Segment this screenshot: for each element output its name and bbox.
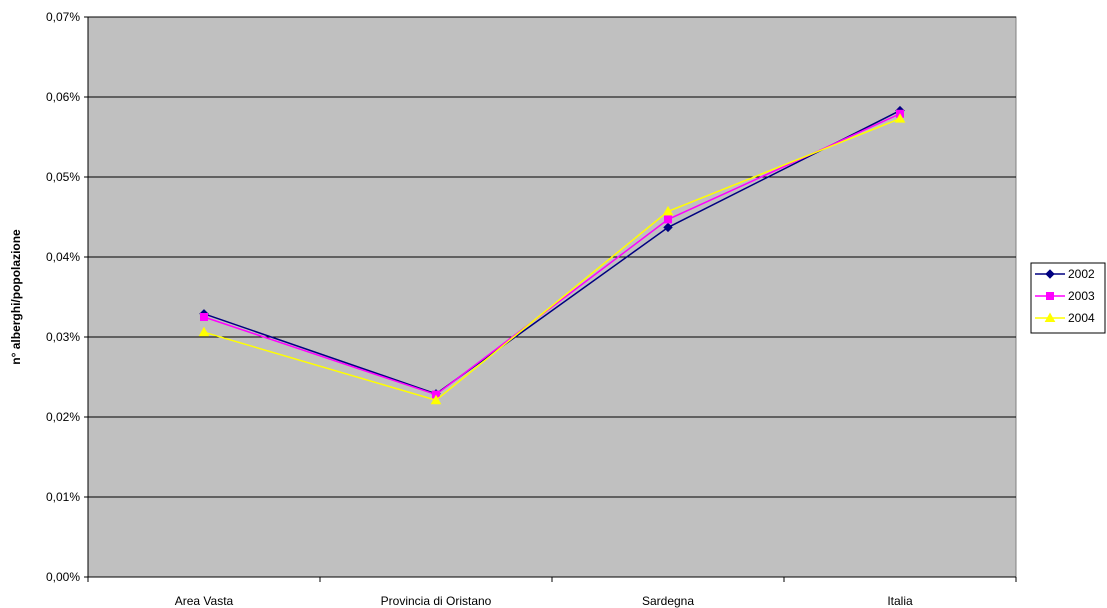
- x-tick-label: Italia: [887, 594, 913, 608]
- legend-item-2003: 2003: [1035, 289, 1095, 303]
- y-tick-label: 0,07%: [46, 10, 80, 24]
- y-tick-label: 0,03%: [46, 330, 80, 344]
- data-point: [664, 215, 672, 224]
- series-line: [203, 109, 901, 395]
- legend-item-2002: 2002: [1035, 267, 1095, 281]
- gridlines: [88, 16, 1016, 498]
- legend-marker: [1046, 292, 1054, 300]
- data-point: [663, 222, 673, 233]
- series-line: [203, 113, 901, 396]
- legend: 2002 2003 2004: [1030, 262, 1106, 334]
- x-axis-ticks: Area Vasta Provincia di Oristano Sardegna I…: [87, 577, 1017, 608]
- legend-marker: [1044, 312, 1056, 322]
- data-point: [430, 394, 442, 405]
- x-tick-label: Sardegna: [642, 594, 694, 608]
- y-tick-label: 0,00%: [46, 570, 80, 584]
- y-tick-label: 0,04%: [46, 250, 80, 264]
- series-layer: [198, 105, 906, 405]
- series-line: [203, 117, 901, 402]
- series-2004: [198, 113, 906, 405]
- x-tick-label: Area Vasta: [175, 594, 234, 608]
- legend-label: 2002: [1068, 267, 1095, 281]
- legend-marker: [1045, 269, 1055, 279]
- x-tick-label: Provincia di Oristano: [381, 594, 492, 608]
- y-tick-label: 0,01%: [46, 490, 80, 504]
- y-tick-label: 0,05%: [46, 170, 80, 184]
- plot-area: [87, 16, 1017, 578]
- data-point: [662, 205, 674, 216]
- data-point: [198, 326, 210, 337]
- data-point: [894, 113, 906, 123]
- y-tick-label: 0,06%: [46, 90, 80, 104]
- legend-item-2004: 2004: [1035, 311, 1095, 325]
- y-tick-label: 0,02%: [46, 410, 80, 424]
- y-axis-ticks: 0,00% 0,01% 0,02% 0,03% 0,04% 0,05% 0,06% 0,07%: [46, 10, 88, 584]
- y-axis-title: n° alberghi/popolazione: [9, 229, 23, 365]
- legend-label: 2004: [1068, 311, 1095, 325]
- data-point: [200, 313, 208, 321]
- legend-label: 2003: [1068, 289, 1095, 303]
